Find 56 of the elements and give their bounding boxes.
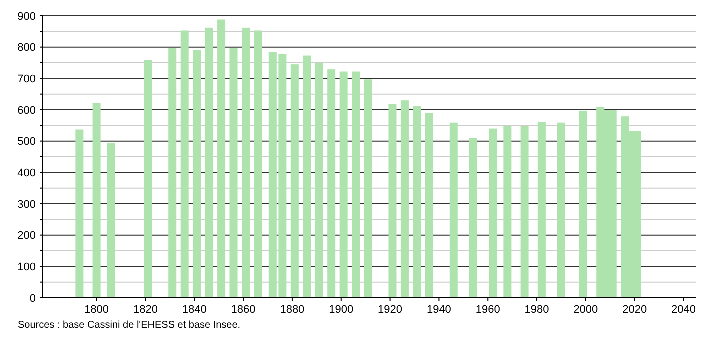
bar	[580, 110, 588, 298]
bar	[205, 28, 214, 298]
y-tick-label: 0	[30, 292, 36, 305]
x-tick-label: 2020	[622, 304, 648, 316]
bar	[107, 144, 116, 298]
x-tick-label: 1980	[524, 304, 550, 316]
y-tick-label: 500	[18, 136, 36, 148]
x-tick-label: 1820	[133, 304, 158, 316]
y-tick-label: 300	[18, 198, 36, 211]
x-tick-label: 1800	[84, 304, 110, 316]
x-tick-label: 1940	[426, 304, 452, 316]
bar	[425, 113, 434, 298]
bar	[193, 50, 202, 298]
bar	[144, 60, 152, 298]
x-tick-label: 2000	[574, 304, 598, 316]
bar	[388, 104, 397, 298]
bar	[92, 103, 101, 298]
x-tick-label: 2040	[672, 304, 696, 316]
y-tick-label: 400	[18, 168, 36, 180]
bar	[168, 48, 177, 298]
y-tick-label: 900	[18, 10, 36, 23]
y-tick-label: 800	[18, 42, 36, 54]
bar	[254, 30, 262, 298]
x-tick-label: 1900	[329, 304, 354, 316]
bar	[290, 64, 299, 298]
bar	[230, 48, 238, 298]
bar	[621, 116, 630, 298]
bar	[489, 128, 498, 298]
bar	[328, 70, 336, 298]
bar	[242, 28, 250, 298]
bar	[180, 30, 189, 298]
y-tick-label: 100	[18, 262, 36, 274]
x-tick-label: 1920	[378, 304, 403, 316]
bar	[400, 100, 409, 298]
bar	[520, 126, 529, 298]
y-tick-label: 200	[18, 230, 36, 242]
y-tick-label: 600	[18, 104, 36, 117]
bar	[504, 126, 512, 298]
bar	[315, 63, 324, 298]
source-note: Sources : base Cassini de l'EHESS et base Insee.	[18, 320, 241, 331]
y-tick-label: 700	[18, 74, 36, 86]
bar	[557, 122, 566, 298]
bar	[340, 72, 348, 298]
x-tick-label: 1880	[280, 304, 305, 316]
bar	[469, 138, 478, 298]
x-tick-label: 1860	[231, 304, 256, 316]
bar	[303, 56, 312, 298]
bar	[364, 80, 372, 298]
bar	[218, 20, 226, 298]
x-tick-label: 1960	[476, 304, 500, 316]
x-tick-label: 1840	[182, 304, 207, 316]
bar	[450, 122, 458, 298]
bar	[538, 122, 546, 298]
bar	[413, 106, 422, 298]
bar	[76, 130, 84, 298]
bar	[352, 72, 360, 298]
